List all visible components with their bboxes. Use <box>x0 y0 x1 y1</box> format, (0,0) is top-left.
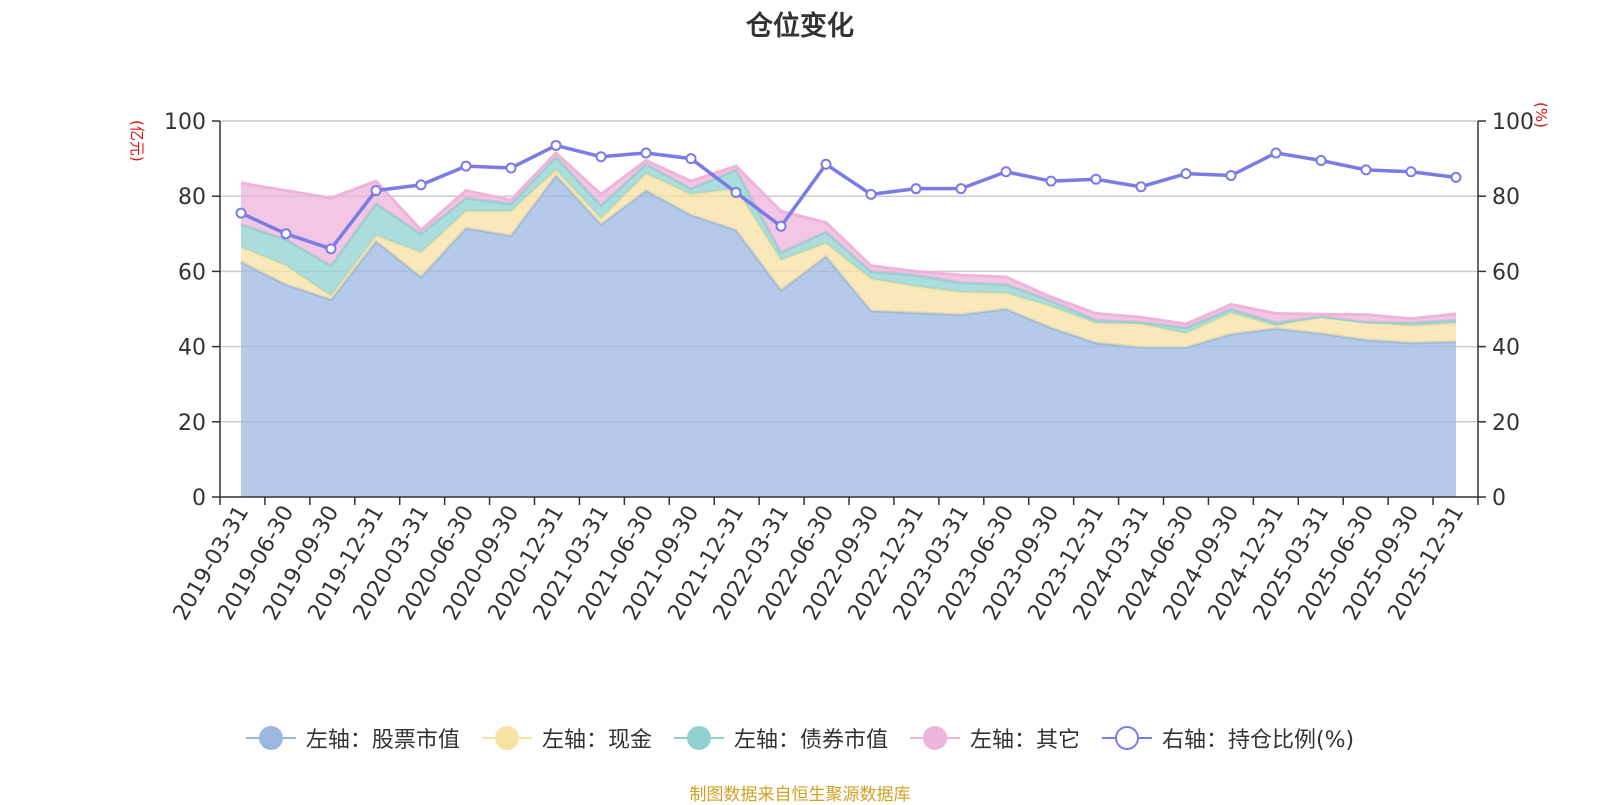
left-tick-label: 40 <box>178 336 206 361</box>
legend-item[interactable]: 左轴：股票市值 <box>245 722 460 754</box>
area-series-0 <box>241 175 1456 497</box>
line-point <box>550 139 562 151</box>
line-point <box>1135 181 1147 193</box>
line-point <box>1450 171 1462 183</box>
line-point <box>370 185 382 197</box>
chart-title: 仓位变化 <box>746 11 854 42</box>
legend-symbol-icon <box>245 725 296 751</box>
legend-symbol-icon <box>481 725 532 751</box>
legend-item[interactable]: 左轴：现金 <box>481 722 652 754</box>
line-point <box>1270 147 1282 159</box>
legend-symbol-icon <box>1101 725 1152 751</box>
line-point <box>1405 166 1417 178</box>
line-point <box>415 179 427 191</box>
line-point <box>1360 164 1372 176</box>
line-point <box>280 228 292 240</box>
line-point <box>685 153 697 165</box>
line-point <box>1315 154 1327 166</box>
area-series-1 <box>241 169 1456 348</box>
line-point <box>325 243 337 255</box>
line-point <box>1180 168 1192 180</box>
source-note: 制图数据来自恒生聚源数据库 <box>689 785 911 805</box>
line-series-0 <box>240 143 1457 251</box>
line-point <box>595 151 607 163</box>
legend-label: 左轴：现金 <box>541 728 652 753</box>
line-point <box>640 147 652 159</box>
right-tick-label: 60 <box>1492 260 1520 285</box>
line-point <box>1045 175 1057 187</box>
line-point <box>955 183 967 195</box>
right-tick-label: 20 <box>1492 411 1520 436</box>
legend-symbol-icon <box>909 725 960 751</box>
line-point <box>910 183 922 195</box>
line-point <box>730 186 742 198</box>
right-tick-label: 80 <box>1492 185 1520 210</box>
line-point <box>1225 170 1237 182</box>
left-tick-label: 0 <box>192 486 206 511</box>
right-tick-label: 100 <box>1492 110 1534 135</box>
left-tick-label: 100 <box>164 110 206 135</box>
right-tick-label: 0 <box>1492 486 1506 511</box>
legend-symbol-icon <box>673 725 724 751</box>
line-point <box>1090 173 1102 185</box>
area-edge-3 <box>240 150 1457 326</box>
line-point <box>865 188 877 200</box>
legend-item[interactable]: 左轴：债券市值 <box>673 722 888 754</box>
right-tick-label: 40 <box>1492 336 1520 361</box>
line-point <box>505 162 517 174</box>
line-point <box>775 220 787 232</box>
line-point <box>820 158 832 170</box>
legend: 左轴：股票市值 左轴：现金 左轴：债券市值 左轴：其它 右轴：持仓比例(%) <box>0 722 1600 754</box>
line-point <box>460 160 472 172</box>
left-tick-label: 60 <box>178 260 206 285</box>
line-point <box>235 207 247 219</box>
legend-label: 左轴：债券市值 <box>733 728 888 753</box>
line-point <box>1000 166 1012 178</box>
legend-label: 右轴：持仓比例(%) <box>1161 728 1355 753</box>
legend-item[interactable]: 右轴：持仓比例(%) <box>1101 722 1355 754</box>
legend-label: 左轴：其它 <box>969 728 1080 753</box>
left-tick-label: 80 <box>178 185 206 210</box>
legend-item[interactable]: 左轴：其它 <box>909 722 1080 754</box>
left-tick-label: 20 <box>178 411 206 436</box>
legend-label: 左轴：股票市值 <box>305 728 460 753</box>
